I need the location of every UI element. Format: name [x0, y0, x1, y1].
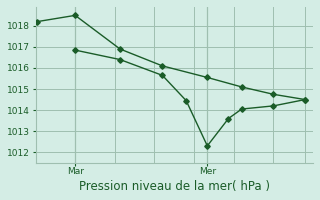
- X-axis label: Pression niveau de la mer( hPa ): Pression niveau de la mer( hPa ): [79, 180, 270, 193]
